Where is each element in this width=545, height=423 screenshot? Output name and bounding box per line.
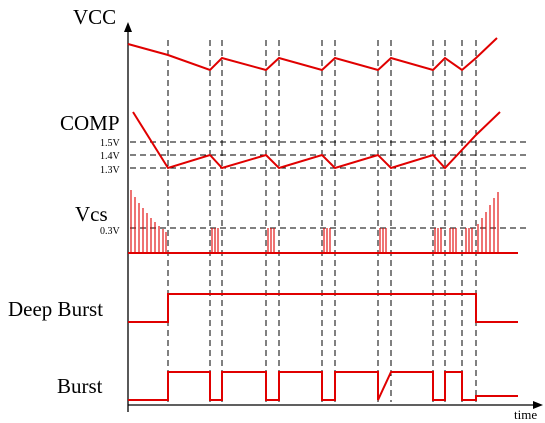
vcs-pulses bbox=[130, 190, 499, 253]
guide-lines bbox=[167, 40, 477, 402]
label-vcc: VCC bbox=[73, 5, 116, 29]
threshold-lines bbox=[130, 141, 530, 229]
level-1-5v: 1.5V bbox=[100, 138, 121, 149]
comp-waveform bbox=[132, 111, 501, 170]
burst-waveform bbox=[128, 371, 518, 401]
level-1-4v: 1.4V bbox=[100, 151, 121, 162]
label-deep-burst: Deep Burst bbox=[8, 297, 103, 321]
label-time: time bbox=[514, 407, 537, 422]
vcc-waveform bbox=[127, 37, 498, 72]
label-vcs: Vcs bbox=[75, 202, 108, 226]
label-comp: COMP bbox=[60, 111, 120, 135]
deep-burst-waveform bbox=[128, 293, 518, 323]
vertical-axis-arrow bbox=[124, 22, 132, 32]
label-burst: Burst bbox=[57, 374, 103, 398]
time-axis-arrow bbox=[533, 401, 543, 409]
level-1-3v: 1.3V bbox=[100, 165, 121, 176]
level-0-3v: 0.3V bbox=[100, 226, 121, 237]
